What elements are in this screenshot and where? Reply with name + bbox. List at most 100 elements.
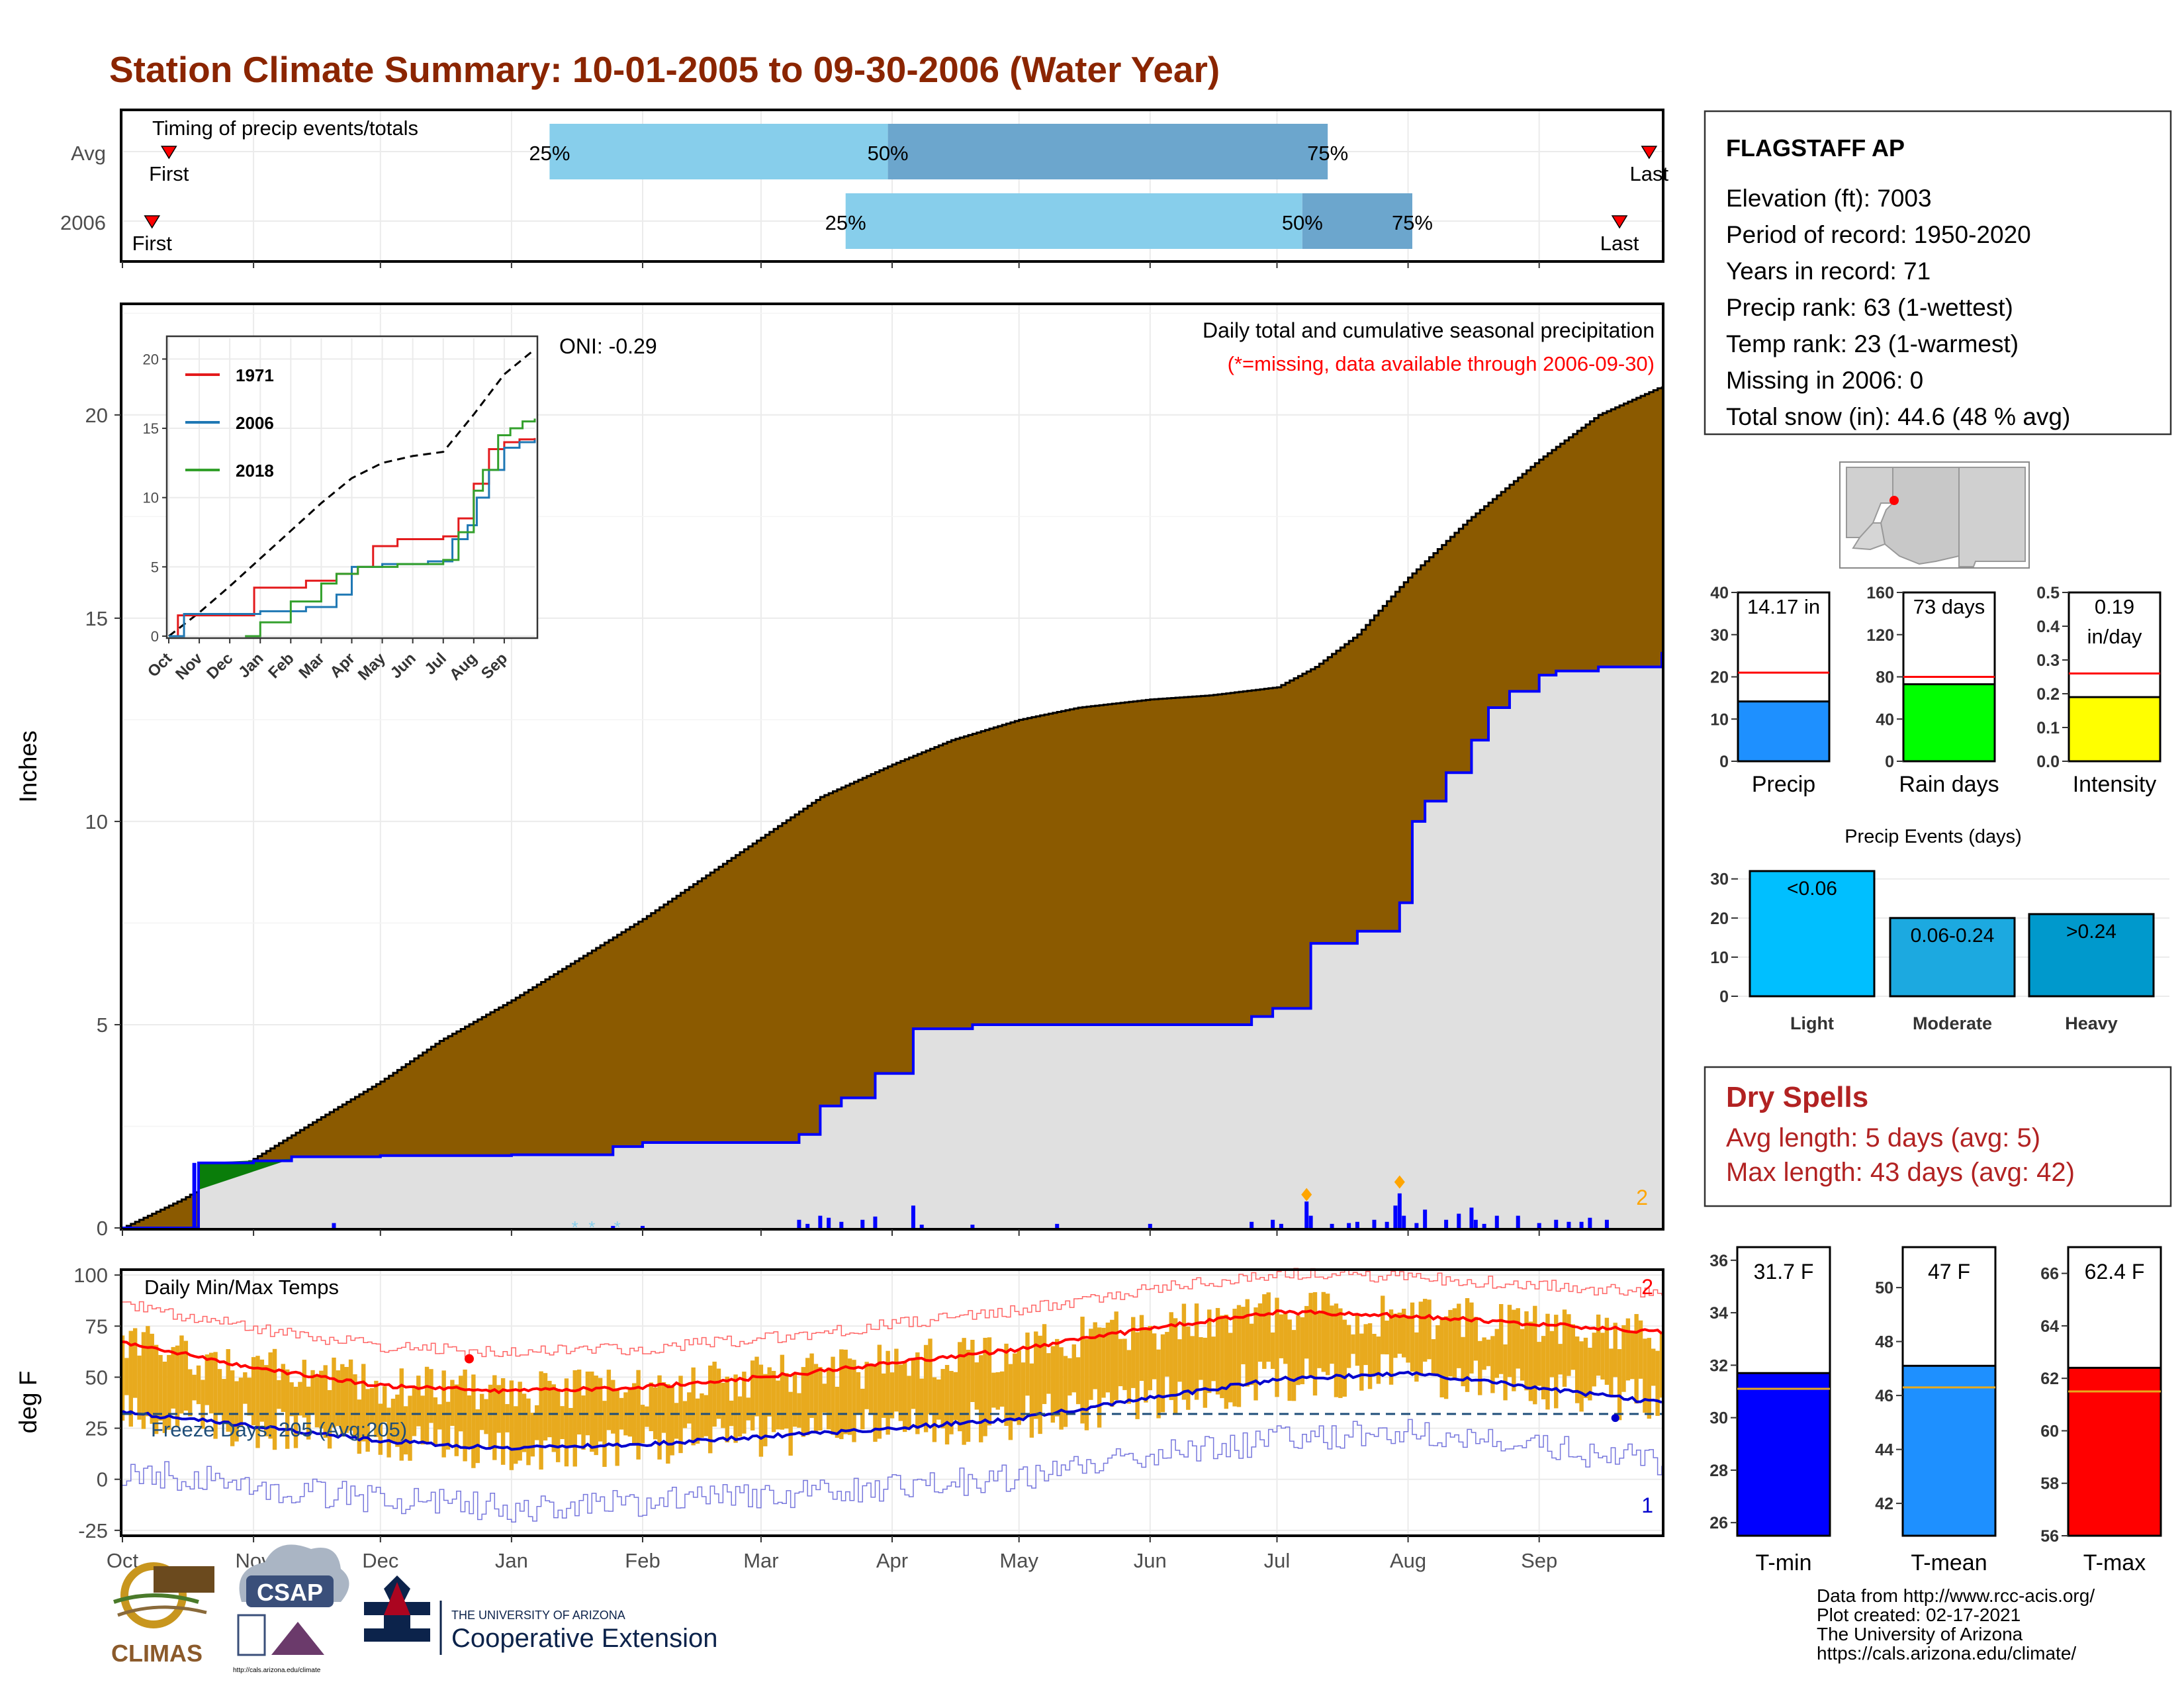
daily-temp-range-bar [1304,1305,1309,1359]
daily-precip-bar [1482,1223,1486,1228]
daily-temp-range-bar [758,1364,764,1457]
daily-temp-range-bar [1144,1327,1148,1403]
daily-precip-bar [818,1215,823,1228]
location-map [1839,461,2030,569]
daily-temp-range-bar [1321,1291,1326,1372]
daily-temp-range-bar [1655,1350,1660,1416]
daily-temp-range-bar [704,1395,709,1436]
daily-temp-range-bar [1503,1344,1508,1401]
daily-precip-bar [1537,1223,1541,1228]
inset-x-tick-label: Jul [421,649,450,679]
daily-temp-range-bar [1342,1319,1347,1397]
daily-temp-range-bar [632,1383,637,1446]
daily-temp-range-bar [1245,1299,1250,1387]
climas-logo-text: CLIMAS [111,1640,203,1667]
precip-event-category-label: Light [1790,1013,1834,1033]
station-info-line: Period of record: 1950-2020 [1726,221,2031,248]
daily-temp-range-bar [247,1378,251,1416]
summary-bars: 14.17 in 0 10 20 30 40 Precip 73 days 0 40 80 120 16… [1710,584,2161,797]
daily-precip-bar [1457,1213,1461,1228]
footer-line-4: https://cals.arizona.edu/climate/ [1817,1643,2076,1664]
temp-panel-title: Daily Min/Max Temps [144,1276,339,1299]
daily-precip-bar [1469,1207,1474,1228]
precip-y-tick-label: 5 [97,1013,108,1037]
temp-summary-y-tick-label: 42 [1875,1495,1893,1513]
daily-precip-bar [873,1216,878,1228]
daily-temp-range-bar [230,1370,235,1446]
daily-temp-range-bar [188,1369,193,1417]
temp-summary-y-tick-label: 66 [2040,1265,2059,1284]
climas-logo[interactable]: CLIMAS [111,1562,214,1667]
daily-temp-range-bar [479,1393,484,1430]
daily-temp-range-bar [958,1342,962,1432]
daily-temp-range-bar [488,1384,493,1448]
daily-temp-range-bar [1351,1334,1355,1354]
temp-summary-value-label: 31.7 F [1754,1260,1814,1284]
daily-temp-range-bar [894,1348,899,1412]
daily-temp-range-bar [678,1376,683,1454]
summary-y-tick-label: 0 [1719,753,1729,771]
daily-temp-range-bar [208,1352,214,1414]
month-label: May [999,1549,1038,1572]
precip-event-value-label: 0.06-0.24 [1911,925,1995,947]
daily-precip-bar [1330,1223,1334,1228]
timing-label-25: 25% [825,211,866,234]
daily-temp-range-bar [560,1406,565,1439]
month-label: Oct [107,1549,139,1572]
csap-logo[interactable]: CSAP http://cals.arizona.edu/climate [233,1544,349,1674]
daily-temp-range-bar [611,1380,615,1434]
footer-credits: Data from http://www.rcc-acis.org/ Plot … [1817,1585,2095,1664]
summary-y-tick-label: 120 [1866,626,1894,645]
daily-temp-range-bar [636,1370,641,1460]
precip-event-bar-light [1749,870,1876,998]
daily-temp-range-bar [128,1331,133,1427]
daily-temp-range-bar [576,1369,582,1434]
university-of-arizona-logo[interactable]: THE UNIVERSITY OF ARIZONA Cooperative Ex… [364,1575,717,1655]
daily-temp-range-bar [581,1395,586,1450]
precip-event-bar-moderate [1889,917,2016,998]
timing-label-75: 75% [1392,211,1433,234]
snow-marker: * [588,1217,595,1237]
ua-big-text: Cooperative Extension [451,1624,717,1653]
daily-temp-range-bar [327,1389,332,1449]
daily-temp-range-bar [277,1380,281,1409]
daily-temp-range-bar [1393,1313,1398,1358]
events-y-tick-label: 20 [1710,910,1729,928]
summary-y-tick-label: 40 [1710,584,1729,602]
daily-temp-range-bar [1381,1295,1385,1354]
daily-temp-range-bar [1038,1335,1042,1434]
daily-temp-range-bar [983,1337,987,1436]
daily-temp-range-bar [712,1362,717,1427]
daily-precip-bar [911,1205,915,1228]
daily-temp-range-bar [1588,1347,1592,1401]
daily-temp-range-bar [1473,1317,1479,1361]
summary-y-tick-label: 0.1 [2036,719,2060,737]
daily-temp-range-bar [1312,1292,1318,1396]
daily-temp-range-bar [856,1372,861,1415]
daily-temp-range-bar [445,1401,451,1450]
daily-temp-range-bar [1630,1332,1635,1380]
daily-temp-range-bar [222,1379,226,1421]
daily-temp-range-bar [1059,1347,1064,1430]
daily-temp-range-bar [1283,1313,1288,1364]
station-info-line: Total snow (in): 44.6 (48 % avg) [1726,403,2070,430]
dry-spells-title: Dry Spells [1726,1081,1868,1113]
temp-note-bottom: 1 [1641,1493,1653,1517]
daily-temp-range-bar [1013,1353,1017,1422]
daily-temp-range-bar [1071,1344,1076,1393]
first-label: First [149,162,189,185]
daily-temp-range-bar [1241,1307,1246,1364]
daily-temp-range-bar [1042,1324,1047,1405]
daily-temp-range-bar [1448,1309,1453,1377]
daily-temp-range-bar [357,1399,362,1454]
summary-y-tick-label: 0.2 [2036,685,2060,704]
daily-temp-range-bar [564,1378,569,1467]
daily-temp-range-bar [293,1386,298,1448]
daily-temp-range-bar [1287,1319,1292,1401]
daily-precip-bar [797,1219,801,1228]
temp-summary-y-tick-label: 32 [1709,1356,1728,1375]
daily-temp-range-bar [463,1369,467,1462]
inset-x-tick-label: Sep [478,649,511,682]
daily-temp-range-bar [365,1389,370,1452]
